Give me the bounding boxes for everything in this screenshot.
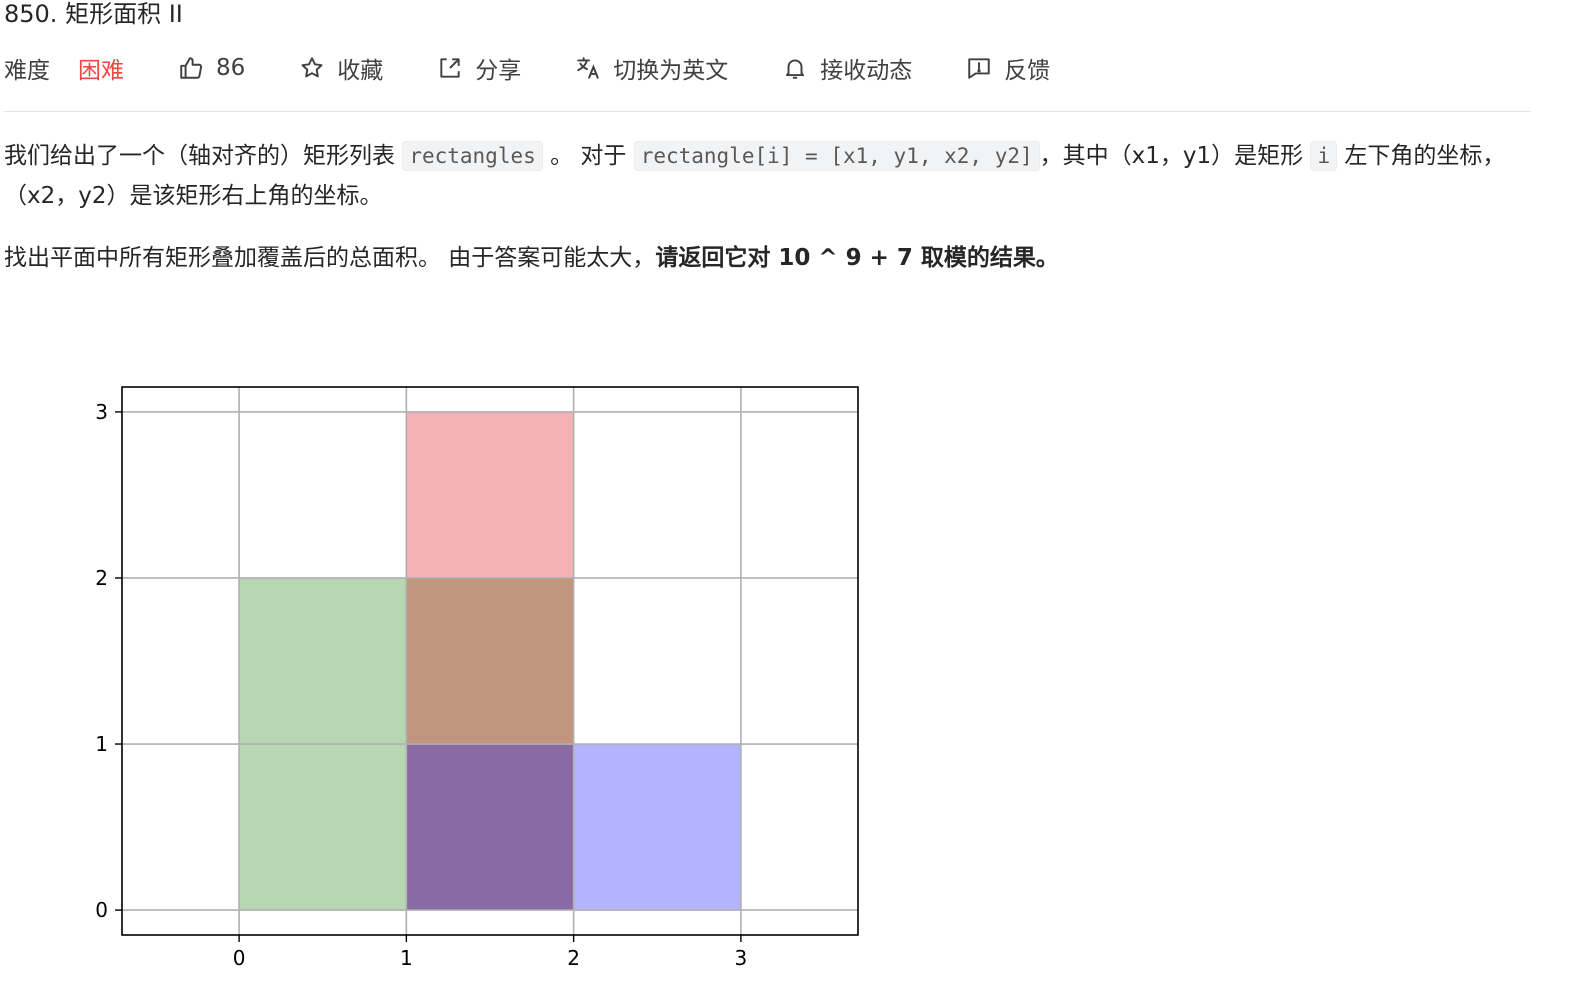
rectangle-area-figure: 0 1 2 3 0 1 2 3 [80,372,880,982]
divider [4,111,1531,112]
y-tick-label-0: 0 [95,898,108,922]
inline-code: i [1310,141,1337,171]
description-paragraph-1: 我们给出了一个（轴对齐的）矩形列表 rectangles 。 对于 rectan… [4,136,1544,216]
y-tick-label-1: 1 [95,732,108,756]
problem-title: 850. 矩形面积 II [4,0,183,30]
y-tick-label-2: 2 [95,566,108,590]
star-icon [299,55,325,81]
bell-icon [782,55,808,81]
description-text: 。 对于 [550,143,626,169]
y-tick-label-3: 3 [95,400,108,424]
problem-meta-bar: 难度 困难 86 收藏 分享 [4,50,1104,86]
rectangle-region-5 [574,744,741,910]
rectangle-region-2 [406,412,573,578]
problem-description: 我们给出了一个（轴对齐的）矩形列表 rectangles 。 对于 rectan… [4,136,1544,278]
x-tick-label-3: 3 [735,946,748,970]
description-text: ，其中（x1，y1）是矩形 [1040,143,1304,169]
difficulty: 难度 困难 [4,51,124,85]
subscribe-button[interactable]: 接收动态 [782,51,912,85]
description-paragraph-2: 找出平面中所有矩形叠加覆盖后的总面积。 由于答案可能太大，请返回它对 10 ^ … [4,238,1544,278]
thumbs-up-icon [178,55,204,81]
x-tick-label-1: 1 [400,946,413,970]
inline-code: rectangles [402,141,542,171]
translate-icon [575,55,601,81]
difficulty-value: 困难 [78,51,124,85]
inline-code: rectangle[i] = [x1, y1, x2, y2] [634,141,1040,171]
x-tick-label-0: 0 [233,946,246,970]
rectangle-region-4 [406,744,573,910]
like-button[interactable]: 86 [178,55,245,81]
description-text: 找出平面中所有矩形叠加覆盖后的总面积。 由于答案可能太大， [4,245,655,271]
share-button[interactable]: 分享 [437,51,521,85]
feedback-button[interactable]: 反馈 [966,51,1050,85]
description-bold-text: 请返回它对 10 ^ 9 + 7 取模的结果。 [655,245,1059,271]
favorite-label: 收藏 [337,51,383,85]
share-icon [437,55,463,81]
feedback-label: 反馈 [1004,51,1050,85]
feedback-icon [966,55,992,81]
share-label: 分享 [475,51,521,85]
x-tick-label-2: 2 [567,946,580,970]
description-text: 我们给出了一个（轴对齐的）矩形列表 [4,143,395,169]
switch-language-button[interactable]: 切换为英文 [575,51,728,85]
favorite-button[interactable]: 收藏 [299,51,383,85]
subscribe-label: 接收动态 [820,51,912,85]
switch-language-label: 切换为英文 [613,51,728,85]
rectangle-region-3 [406,578,573,744]
difficulty-label: 难度 [4,51,50,85]
like-count: 86 [216,55,245,81]
